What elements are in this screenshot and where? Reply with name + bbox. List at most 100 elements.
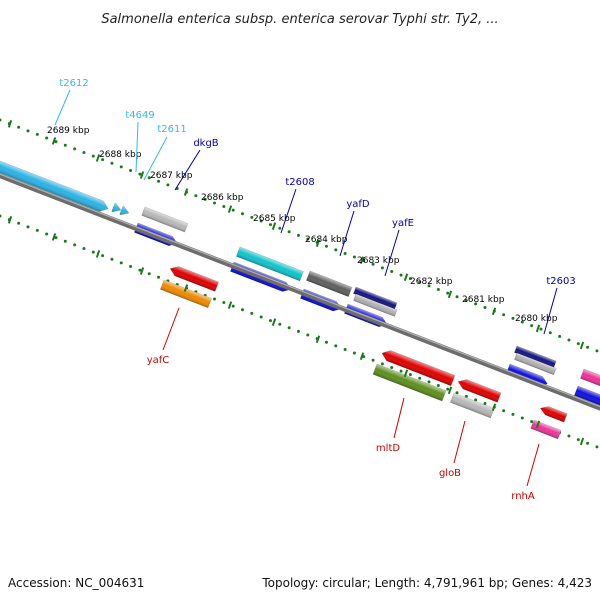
feature-arrow [353,293,398,317]
feature-arrow [457,379,502,403]
feature-gloss [141,207,188,233]
map-title: Salmonella enterica subsp. enterica sero… [101,12,498,27]
feature-arrow [236,246,304,282]
feature-gloss [514,353,557,375]
label-leader-lines [54,89,558,487]
lower-tick [403,369,409,378]
lower-tick [95,250,101,258]
upper-tick [447,290,453,299]
tick-label: 2686 kbp [201,193,244,203]
genome-backbone [0,173,600,411]
feature-gloss [450,393,495,418]
feature-track [0,160,600,440]
lower-tick [271,318,277,326]
leader-line [543,287,558,335]
upper-tick [51,137,57,145]
leader-line [384,229,400,277]
lower-tick [359,352,365,361]
leader-line [54,89,71,126]
upper-tick [403,273,409,282]
leader-line [339,210,355,257]
lower-tick [315,335,321,343]
feature-gloss [514,346,557,368]
gene-label-dkgB: dkgB [193,138,218,149]
gene-label-rnhA: rnhA [511,491,535,502]
upper-tick [271,222,277,230]
genome-summary-text: Topology: circular; Length: 4,791,961 bp… [261,576,592,590]
gene-label-mltD: mltD [376,443,400,454]
leader-line [526,443,540,487]
leader-line [143,136,168,181]
upper-tick [183,188,189,196]
lower-tick [183,284,189,292]
upper-tick [7,120,13,128]
upper-tick [315,239,321,247]
feature-gloss [580,369,600,390]
feature-arrow [111,202,122,213]
upper-tick [579,341,585,350]
feature-arrow [514,352,557,376]
feature-gloss [540,406,568,423]
lower-tick [447,386,453,395]
lower-tick [51,233,57,241]
feature-arrow [574,385,600,407]
lower-tick [579,437,585,446]
leader-line [453,420,466,464]
tick-label: 2684 kbp [305,235,348,245]
leader-line [393,397,405,439]
tick-label: 2681 kbp [462,295,505,305]
feature-gloss [353,287,398,310]
feature-arrow [141,206,189,233]
feature-gloss [160,280,212,308]
feature-arrow [119,205,130,216]
feature-arrow [160,279,212,309]
feature-gloss [382,350,455,386]
lower-tick [491,403,497,412]
gene-label-t4649: t4649 [125,110,154,121]
tick-marks: 2689 kbp 2688 kbp 2687 kbp 2686 kbp 2685 kbp… [7,120,585,446]
feature-gloss [306,271,352,297]
feature-gloss [353,294,398,317]
tick-label: 2687 kbp [150,171,193,181]
dotted-guide-lines [0,118,600,450]
feature-arrow [372,363,447,402]
feature-gloss [458,379,502,403]
upper-guide-line [0,118,600,354]
feature-arrow [169,266,220,292]
leader-line [135,121,139,173]
tick-label: 2689 kbp [47,126,90,136]
tick-label: 2685 kbp [253,214,296,224]
feature-arrow [539,406,568,423]
gene-label-gloB: gloB [439,468,461,479]
gene-label-t2603: t2603 [546,276,575,287]
feature-gloss [119,206,129,215]
feature-gloss [111,203,121,212]
gene-label-yafE: yafE [392,218,414,229]
feature-gloss [373,364,447,401]
lower-tick [139,267,145,275]
upper-tick [491,307,497,316]
feature-arrow [0,160,109,212]
feature-arrow [306,270,353,297]
feature-gloss [170,266,219,292]
lower-tick [535,420,541,429]
feature-gloss [574,386,600,407]
lower-tick [7,216,13,224]
tick-label: 2680 kbp [515,314,558,324]
feature-gloss [236,247,304,281]
feature-gloss [530,420,562,439]
tick-label: 2682 kbp [410,277,453,287]
tick-label: 2683 kbp [357,256,400,266]
feature-gloss [0,161,109,212]
feature-arrow [381,350,456,387]
upper-tick [95,154,101,162]
accession-text: Accession: NC_004631 [8,576,144,590]
upper-tick [359,256,365,265]
gene-label-yafD: yafD [346,199,370,210]
leader-line [280,188,297,234]
tick-label: 2688 kbp [99,150,142,160]
leader-line [174,149,201,191]
feature-arrow [580,368,600,390]
